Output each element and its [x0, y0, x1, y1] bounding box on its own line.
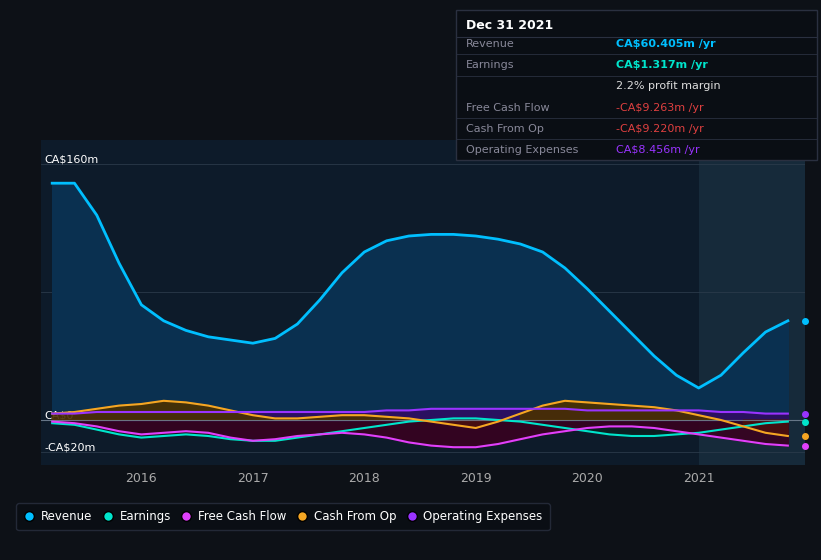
Text: CA$0: CA$0: [45, 410, 74, 420]
Text: -CA$20m: -CA$20m: [45, 442, 96, 452]
Legend: Revenue, Earnings, Free Cash Flow, Cash From Op, Operating Expenses: Revenue, Earnings, Free Cash Flow, Cash …: [16, 503, 550, 530]
Text: CA$60.405m /yr: CA$60.405m /yr: [616, 39, 715, 49]
Text: Free Cash Flow: Free Cash Flow: [466, 102, 549, 113]
Text: Earnings: Earnings: [466, 60, 514, 70]
Text: Operating Expenses: Operating Expenses: [466, 145, 578, 155]
Text: CA$160m: CA$160m: [45, 154, 99, 164]
Text: Revenue: Revenue: [466, 39, 514, 49]
Text: Dec 31 2021: Dec 31 2021: [466, 19, 553, 32]
Text: Cash From Op: Cash From Op: [466, 124, 544, 134]
Text: -CA$9.220m /yr: -CA$9.220m /yr: [616, 124, 704, 134]
Text: CA$1.317m /yr: CA$1.317m /yr: [616, 60, 708, 70]
Bar: [699, 140, 805, 465]
Text: CA$8.456m /yr: CA$8.456m /yr: [616, 145, 699, 155]
Text: -CA$9.263m /yr: -CA$9.263m /yr: [616, 102, 704, 113]
Text: 2.2% profit margin: 2.2% profit margin: [616, 81, 720, 91]
